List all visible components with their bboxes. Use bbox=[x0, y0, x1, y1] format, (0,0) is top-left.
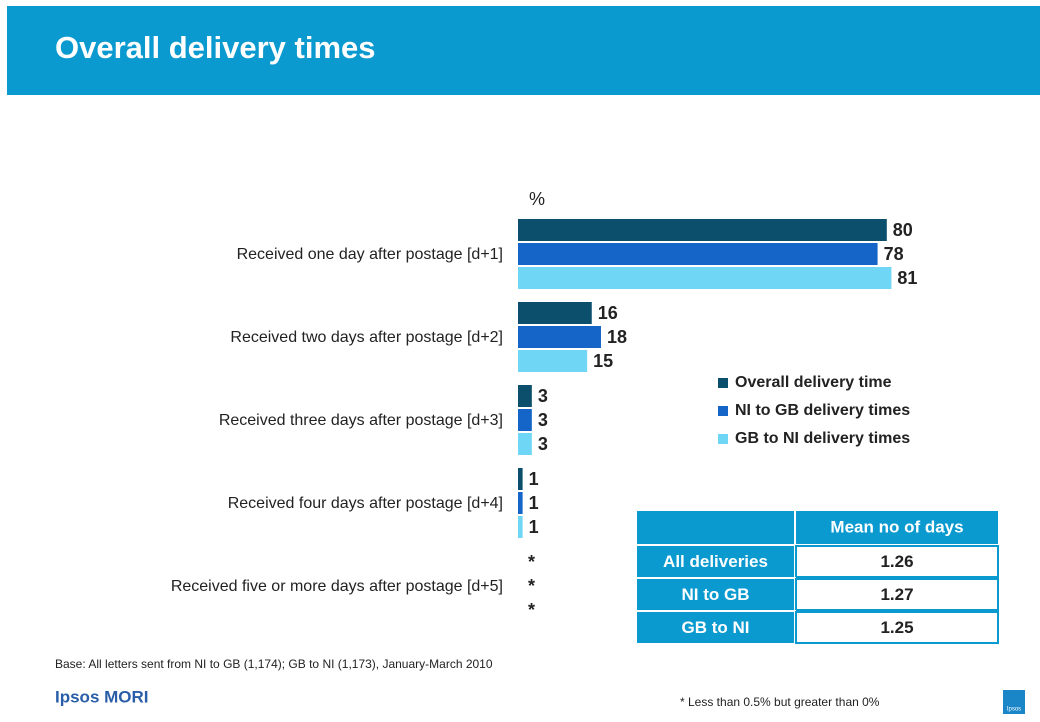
bar bbox=[518, 267, 892, 289]
legend-label: NI to GB delivery times bbox=[735, 402, 910, 419]
bar bbox=[518, 468, 523, 490]
category-label: Received two days after postage [d+2] bbox=[230, 329, 503, 346]
category-label: Received one day after postage [d+1] bbox=[237, 246, 503, 263]
value-label: 78 bbox=[884, 244, 904, 264]
category-label: Received four days after postage [d+4] bbox=[228, 495, 503, 512]
table-row-label: NI to GB bbox=[682, 585, 750, 604]
value-label: 3 bbox=[538, 434, 548, 454]
value-label: 1 bbox=[529, 493, 539, 513]
legend-swatch bbox=[718, 378, 728, 388]
footnote: * Less than 0.5% but greater than 0% bbox=[680, 695, 880, 709]
table-header-cell bbox=[794, 509, 1000, 546]
value-label: 3 bbox=[538, 410, 548, 430]
value-label: 1 bbox=[529, 517, 539, 537]
bar bbox=[518, 243, 878, 265]
table-value: 1.27 bbox=[880, 585, 913, 604]
bar bbox=[518, 302, 592, 324]
bar bbox=[518, 326, 601, 348]
value-label: 18 bbox=[607, 327, 627, 347]
value-label: 1 bbox=[529, 469, 539, 489]
logo bbox=[1003, 690, 1025, 714]
unit-label: % bbox=[529, 189, 545, 209]
table-row-label: All deliveries bbox=[663, 552, 768, 571]
table-value: 1.26 bbox=[880, 552, 913, 571]
table-header: Mean no of days bbox=[830, 517, 963, 536]
value-label: 3 bbox=[538, 386, 548, 406]
bar bbox=[518, 219, 887, 241]
bar bbox=[518, 516, 523, 538]
value-label: 80 bbox=[893, 220, 913, 240]
table-value: 1.25 bbox=[880, 618, 913, 637]
bar bbox=[518, 385, 532, 407]
value-label: 15 bbox=[593, 351, 613, 371]
legend-label: GB to NI delivery times bbox=[735, 430, 910, 447]
brand: Ipsos MORI bbox=[55, 687, 149, 706]
table-value-cell bbox=[795, 545, 999, 578]
bar bbox=[518, 350, 588, 372]
category-label: Received three days after postage [d+3] bbox=[219, 412, 503, 429]
logo-text: Ipsos bbox=[1007, 707, 1021, 713]
base-note: Base: All letters sent from NI to GB (1,… bbox=[55, 657, 493, 671]
chart-title: Overall delivery times bbox=[55, 30, 376, 65]
legend-label: Overall delivery time bbox=[735, 374, 892, 391]
table-value-cell bbox=[795, 578, 999, 611]
value-label: * bbox=[528, 576, 535, 596]
bar bbox=[518, 409, 532, 431]
table-header-cell bbox=[635, 509, 796, 546]
bar bbox=[518, 433, 532, 455]
header-band bbox=[7, 6, 1040, 95]
legend-swatch bbox=[718, 406, 728, 416]
category-label: Received five or more days after postage… bbox=[171, 578, 503, 595]
bar bbox=[518, 492, 523, 514]
legend-swatch bbox=[718, 434, 728, 444]
value-label: * bbox=[528, 600, 535, 620]
value-label: 16 bbox=[598, 303, 618, 323]
value-label: 81 bbox=[897, 268, 917, 288]
table-row-label: GB to NI bbox=[682, 618, 750, 637]
table-value-cell bbox=[795, 611, 999, 644]
value-label: * bbox=[528, 552, 535, 572]
table-row-label-cell bbox=[635, 544, 796, 579]
table-row-label-cell bbox=[635, 610, 796, 645]
